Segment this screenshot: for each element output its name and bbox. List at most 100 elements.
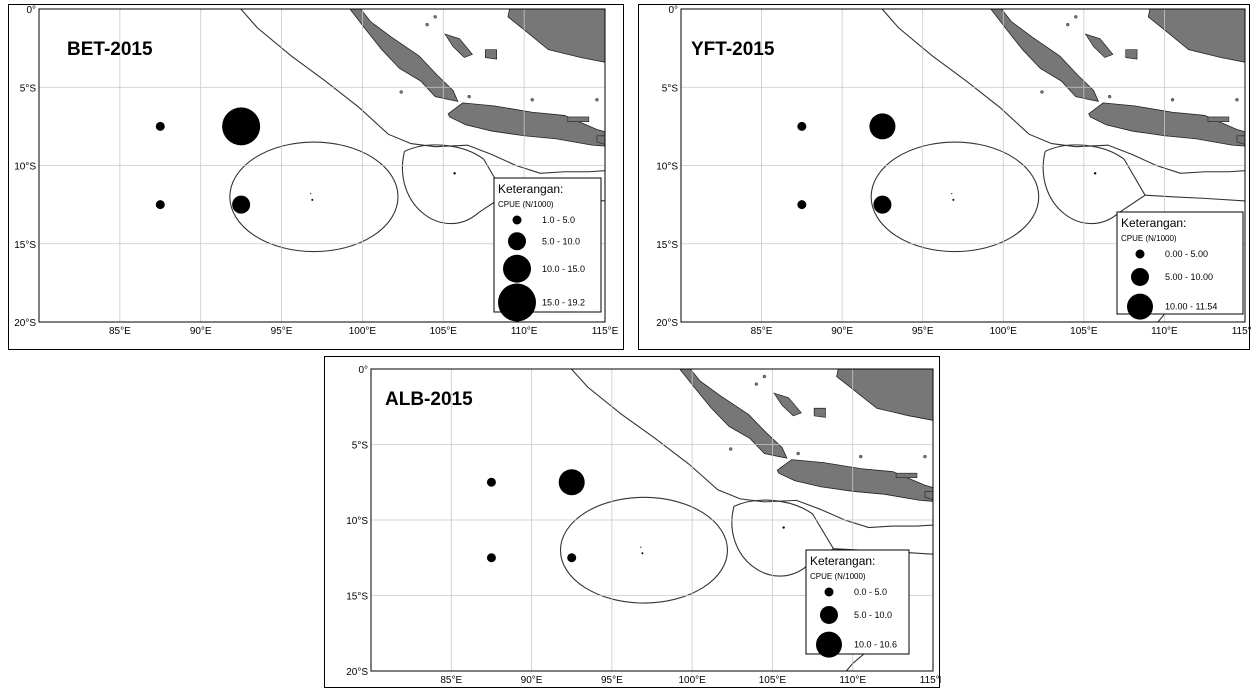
cpue-point — [869, 113, 895, 139]
small-island — [468, 95, 471, 98]
legend: Keterangan: CPUE (N/1000) 1.0 - 5.0 5.0 - 1… — [494, 178, 601, 322]
small-island — [434, 15, 437, 18]
legend-symbol — [1131, 268, 1149, 286]
cpue-point — [232, 196, 250, 214]
eez-cocos-circle — [560, 497, 727, 603]
legend-symbol — [503, 255, 531, 283]
lon-tick-label: 95°E — [271, 326, 293, 337]
cocos-island — [641, 552, 643, 554]
eez-christmas-shape — [402, 145, 504, 224]
lon-tick-label: 90°E — [831, 326, 853, 337]
legend-item-label: 5.0 - 10.0 — [854, 610, 892, 620]
small-island — [1108, 95, 1111, 98]
map-panel-yft: 85°E 90°E 95°E 100°E 105°E 110°E 115°E 0° 5°S 10°… — [638, 4, 1250, 350]
lat-tick-label: 20°S — [346, 667, 368, 678]
cocos-island — [311, 199, 313, 201]
java-land — [1089, 103, 1251, 147]
legend-subtitle: CPUE (N/1000) — [498, 200, 554, 209]
eez-cocos-circle — [230, 142, 398, 252]
christmas-island — [453, 172, 455, 174]
lon-tick-label: 105°E — [759, 675, 787, 686]
legend-symbol — [513, 216, 522, 225]
lon-tick-label: 85°E — [751, 326, 773, 337]
bangka-island — [774, 393, 801, 416]
borneo-land — [1148, 5, 1251, 64]
lon-tick-label: 90°E — [190, 326, 212, 337]
legend-item-label: 0.00 - 5.00 — [1165, 249, 1208, 259]
christmas-island — [1094, 172, 1096, 174]
lat-tick-label: 10°S — [14, 162, 36, 173]
lat-tick-label: 0° — [26, 5, 36, 16]
cpue-point — [567, 553, 576, 562]
legend-subtitle: CPUE (N/1000) — [810, 572, 866, 581]
legend-symbol — [816, 632, 842, 658]
small-island — [797, 452, 800, 455]
legend-item-label: 5.00 - 10.00 — [1165, 272, 1213, 282]
legend-symbol — [508, 232, 526, 250]
map-svg-bet: 85°E 90°E 95°E 100°E 105°E 110°E 115°E 0° 5°S 10°… — [9, 5, 625, 351]
panel-title: ALB-2015 — [385, 389, 473, 410]
eez-australia-line — [1145, 195, 1251, 201]
small-island — [1171, 98, 1174, 101]
lon-tick-label: 110°E — [511, 326, 538, 337]
christmas-island — [782, 526, 784, 528]
legend-subtitle: CPUE (N/1000) — [1121, 234, 1177, 243]
panel-title: YFT-2015 — [691, 39, 775, 60]
lon-tick-label: 90°E — [521, 675, 543, 686]
belitung-island — [1126, 50, 1137, 59]
legend-title: Keterangan: — [498, 182, 563, 196]
madura-island — [568, 117, 589, 122]
madura-island — [896, 473, 917, 478]
legend-item-label: 1.0 - 5.0 — [542, 215, 575, 225]
small-island — [531, 98, 534, 101]
legend-item-label: 10.0 - 10.6 — [854, 640, 897, 650]
legend: Keterangan: CPUE (N/1000) 0.0 - 5.0 5.0 - 1… — [806, 550, 909, 658]
cpue-point — [797, 122, 806, 131]
bangka-island — [445, 34, 472, 57]
legend: Keterangan: CPUE (N/1000) 0.00 - 5.00 5.00 … — [1117, 212, 1243, 320]
legend-item-label: 15.0 - 19.2 — [542, 298, 585, 308]
legend-title: Keterangan: — [1121, 216, 1186, 230]
cpue-point — [156, 200, 165, 209]
lat-tick-label: 15°S — [656, 240, 678, 251]
map-svg-yft: 85°E90°E95°E100°E105°E110°E115°E0°5°S10°… — [639, 5, 1251, 351]
cocos-island — [952, 199, 954, 201]
lat-tick-label: 10°S — [656, 162, 678, 173]
lat-tick-label: 5°S — [662, 83, 679, 94]
lon-tick-label: 115°E — [920, 675, 941, 686]
lon-tick-label: 95°E — [912, 326, 934, 337]
legend-symbol — [1136, 250, 1145, 259]
cocos-island-north — [640, 547, 641, 548]
cocos-island-north — [951, 193, 952, 194]
small-island — [763, 375, 766, 378]
lat-tick-label: 15°S — [346, 592, 368, 603]
lon-tick-label: 115°E — [592, 326, 619, 337]
belitung-island — [814, 408, 825, 417]
lon-tick-label: 95°E — [601, 675, 623, 686]
legend-title: Keterangan: — [810, 554, 875, 568]
small-island — [923, 455, 926, 458]
small-island — [1074, 15, 1077, 18]
legend-symbol — [1127, 294, 1153, 320]
small-island — [400, 90, 403, 93]
lon-tick-label: 115°E — [1232, 326, 1251, 337]
lat-tick-label: 5°S — [352, 441, 369, 452]
bangka-island — [1085, 34, 1112, 57]
map-panel-bet: 85°E 90°E 95°E 100°E 105°E 110°E 115°E 0° 5°S 10°… — [8, 4, 624, 350]
small-island — [859, 455, 862, 458]
map-svg-alb: 85°E 90°E 95°E 100°E 105°E 110°E 115°E 0° 5°S 10°… — [325, 357, 941, 689]
cpue-point — [559, 469, 585, 495]
legend-item-label: 0.0 - 5.0 — [854, 587, 887, 597]
belitung-island — [485, 50, 496, 59]
legend-item-label: 5.0 - 10.0 — [542, 236, 580, 246]
lon-tick-label: 110°E — [1151, 326, 1178, 337]
lon-tick-label: 100°E — [990, 326, 1018, 337]
legend-item-label: 10.0 - 15.0 — [542, 264, 585, 274]
small-island — [755, 383, 758, 386]
lon-tick-label: 105°E — [1070, 326, 1098, 337]
cpue-point — [487, 553, 496, 562]
lat-tick-label: 20°S — [14, 318, 36, 329]
lat-tick-label: 20°S — [656, 318, 678, 329]
small-island — [595, 98, 598, 101]
borneo-land — [837, 361, 941, 421]
